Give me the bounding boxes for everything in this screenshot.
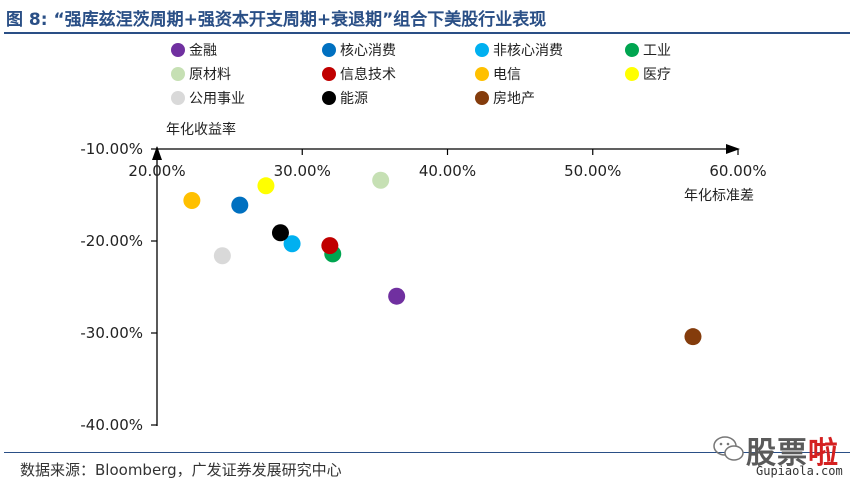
- data-point: [321, 237, 339, 255]
- legend-item: 房地产: [475, 91, 535, 107]
- legend-item: 信息技术: [322, 66, 396, 83]
- legend-marker: [171, 91, 185, 105]
- legend-label: 金融: [189, 43, 217, 59]
- legend-item: 非核心消费: [475, 43, 563, 59]
- legend-label: 非核心消费: [493, 43, 563, 59]
- data-point: [684, 328, 702, 346]
- x-tick-label: 40.00%: [419, 162, 476, 180]
- y-tick-label: -10.00%: [80, 140, 143, 158]
- legend-marker: [171, 67, 185, 81]
- data-point: [183, 192, 201, 210]
- bottom-rule: [4, 452, 850, 453]
- x-tick-label: 20.00%: [128, 162, 185, 180]
- legend-label: 核心消费: [340, 43, 396, 59]
- y-tick-label: -20.00%: [80, 232, 143, 250]
- legend-label: 房地产: [493, 91, 535, 107]
- x-tick-label: 60.00%: [709, 162, 766, 180]
- legend-label: 公用事业: [189, 91, 245, 107]
- watermark-url: Gupiaola.com: [756, 464, 843, 478]
- legend-item: 原材料: [171, 67, 231, 83]
- legend-marker: [475, 91, 489, 105]
- data-point: [231, 196, 249, 214]
- watermark-brand: 股票啦: [746, 436, 839, 471]
- data-point: [388, 287, 406, 305]
- legend-marker: [322, 43, 336, 57]
- x-tick-label: 30.00%: [274, 162, 331, 180]
- legend-item: 公用事业: [171, 91, 245, 107]
- legend-label: 工业: [643, 43, 671, 59]
- legend-marker: [475, 67, 489, 81]
- y-tick-label: -40.00%: [80, 416, 143, 434]
- legend-marker: [322, 67, 336, 81]
- watermark-logo: 股票啦 Gupiaola.com: [706, 428, 846, 480]
- wechat-icon: [713, 436, 744, 461]
- data-point: [213, 247, 231, 265]
- legend-marker: [475, 43, 489, 57]
- x-tick-label: 50.00%: [564, 162, 621, 180]
- legend-label: 医疗: [643, 67, 671, 83]
- x-axis-arrow: [726, 144, 740, 154]
- data-point: [257, 177, 275, 195]
- legend-label: 原材料: [189, 67, 231, 83]
- legend-label: 信息技术: [340, 66, 396, 83]
- source-note: 数据来源：Bloomberg，广发证券发展研究中心: [20, 461, 342, 479]
- x-axis-title: 年化标准差: [684, 188, 754, 204]
- data-point: [271, 224, 289, 242]
- data-point: [283, 235, 301, 253]
- legend-marker: [625, 43, 639, 57]
- legend-label: 电信: [493, 67, 521, 83]
- legend-label: 能源: [340, 91, 368, 107]
- top-rule: [4, 32, 850, 34]
- figure-title: 图 8: “强库兹涅茨周期+强资本开支周期+衰退期”组合下美股行业表现: [6, 10, 547, 30]
- legend-marker: [171, 43, 185, 57]
- legend-item: 能源: [322, 91, 368, 107]
- data-points: [183, 171, 702, 346]
- legend-item: 电信: [475, 67, 521, 83]
- legend-item: 工业: [625, 43, 671, 59]
- legend-item: 医疗: [625, 67, 671, 83]
- y-axis-title: 年化收益率: [166, 121, 236, 138]
- legend-marker: [625, 67, 639, 81]
- y-tick-label: -30.00%: [80, 324, 143, 342]
- legend-marker: [322, 91, 336, 105]
- axes: -10.00% -20.00% -30.00% -40.00% 20.00% 30.00%…: [80, 121, 766, 434]
- data-point: [372, 171, 390, 189]
- legend-item: 金融: [171, 43, 217, 59]
- legend-item: 核心消费: [322, 43, 396, 59]
